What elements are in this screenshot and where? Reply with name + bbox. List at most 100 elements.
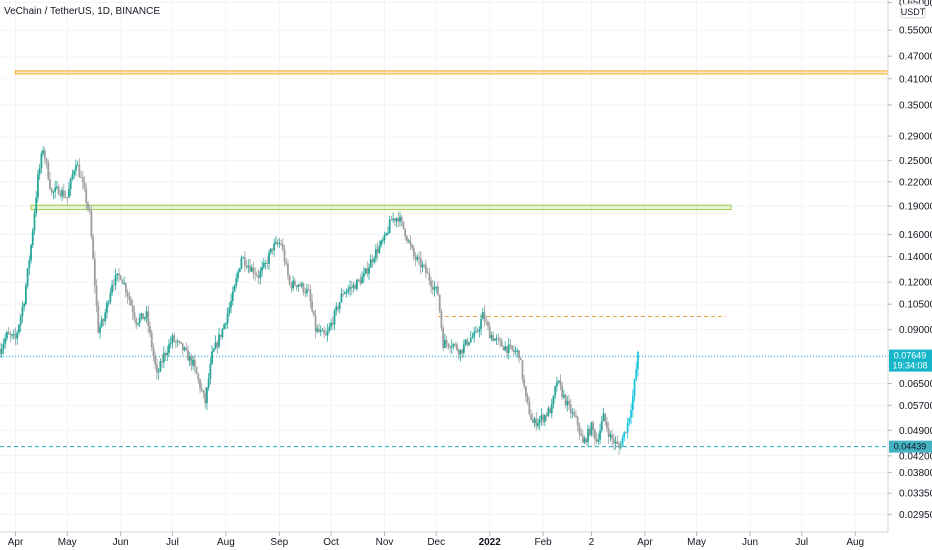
candle-body <box>287 263 289 276</box>
candle-body <box>378 245 381 253</box>
candle-body <box>66 197 69 199</box>
currency-unit-box[interactable] <box>900 3 926 19</box>
candle-body <box>611 434 614 440</box>
candle-body <box>349 286 351 290</box>
candle-body <box>543 415 546 422</box>
candle-body <box>324 333 327 336</box>
last-price-badge <box>889 349 932 372</box>
candle-body <box>116 273 119 276</box>
time-axis[interactable]: Apr May Jun Jul Aug Sep Oct Nov Dec 2022 Feb 2 Apr Ma… <box>8 532 864 548</box>
candle-body <box>580 433 582 436</box>
candle-body <box>335 306 338 311</box>
candle-body <box>449 346 451 348</box>
candle-body <box>390 219 393 221</box>
candle-body <box>452 344 455 347</box>
candle-body <box>631 396 634 411</box>
candle-body <box>321 330 324 332</box>
candle-body <box>64 196 67 198</box>
candle-body <box>304 292 307 294</box>
candle-body <box>228 307 231 314</box>
candle-body <box>400 216 403 222</box>
candle-body <box>509 344 512 346</box>
candle-body <box>406 236 408 242</box>
candle-body <box>411 244 414 249</box>
candle-body <box>602 413 605 422</box>
candle-body <box>56 186 58 188</box>
candle-body <box>106 302 108 313</box>
candle-body <box>483 312 486 322</box>
candle-body <box>176 340 179 342</box>
candle-body <box>133 312 136 319</box>
candle-body <box>437 286 439 295</box>
candle-body <box>497 338 500 340</box>
time-tick-label: Jul <box>166 537 179 548</box>
candle-body <box>412 248 415 257</box>
candle-body <box>399 216 401 222</box>
price-badges: 0.07649 19:34:08 0.04439 <box>889 349 932 453</box>
candle-body <box>514 351 517 353</box>
candle-body <box>221 329 224 337</box>
candle-body <box>2 343 5 349</box>
resistance-zone <box>30 204 732 211</box>
candle-body <box>226 313 229 324</box>
candle-body <box>135 318 138 325</box>
candle-body <box>168 344 170 353</box>
candle-body <box>481 312 484 320</box>
candle-body <box>562 394 565 397</box>
candle-body <box>223 324 226 330</box>
candle-body <box>140 313 143 318</box>
candle-body <box>224 323 227 325</box>
candle-body <box>297 284 300 288</box>
candle-body <box>154 355 157 365</box>
candle-body <box>206 387 208 404</box>
price-tick-label: 0.02950 <box>899 510 932 521</box>
candle-body <box>350 286 353 288</box>
candle-body <box>202 390 205 393</box>
price-tick-label: 0.25000 <box>899 156 932 167</box>
candle-body <box>392 218 395 220</box>
time-tick-label: May <box>687 537 706 548</box>
candle-body <box>311 301 313 311</box>
candle-body <box>4 338 7 344</box>
candle-body <box>549 408 551 414</box>
candle-body <box>593 430 596 440</box>
candle-body <box>237 272 239 279</box>
candle-body <box>0 348 3 355</box>
candle-body <box>464 339 467 345</box>
candle-body <box>442 327 445 348</box>
candle-body <box>393 218 396 222</box>
candle-body <box>561 385 564 397</box>
candle-body <box>568 400 570 405</box>
candle-body <box>364 268 367 274</box>
candle-body <box>249 265 251 272</box>
candle-body <box>169 342 172 345</box>
candle-body <box>583 438 586 443</box>
candle-body <box>525 386 527 397</box>
candle-body <box>0 349 1 355</box>
candle-body <box>23 303 26 307</box>
candle-body <box>618 443 620 448</box>
candle-body <box>362 273 365 278</box>
candle-body <box>264 262 267 264</box>
price-tick-label: 0.06500 <box>899 379 932 390</box>
price-axis[interactable]: 0.650000.550000.470000.410000.350000.290… <box>888 0 932 521</box>
candle-body <box>435 286 438 288</box>
price-tick-label: 0.16000 <box>899 230 932 241</box>
candle-body <box>628 417 631 424</box>
candle-body <box>81 177 84 182</box>
candle-body <box>466 339 469 345</box>
candle-body <box>407 240 410 242</box>
candle-body <box>590 422 593 436</box>
candle-body <box>256 274 258 276</box>
candle-body <box>397 218 400 222</box>
candle-body <box>523 379 526 387</box>
candle-body <box>192 359 195 366</box>
candle-body <box>273 243 276 251</box>
time-tick-label: Sep <box>270 537 288 548</box>
candle-body <box>428 273 431 281</box>
candle-body <box>150 332 153 348</box>
candle-body <box>395 218 398 222</box>
candle-body <box>368 267 370 274</box>
candle-body <box>402 221 405 229</box>
